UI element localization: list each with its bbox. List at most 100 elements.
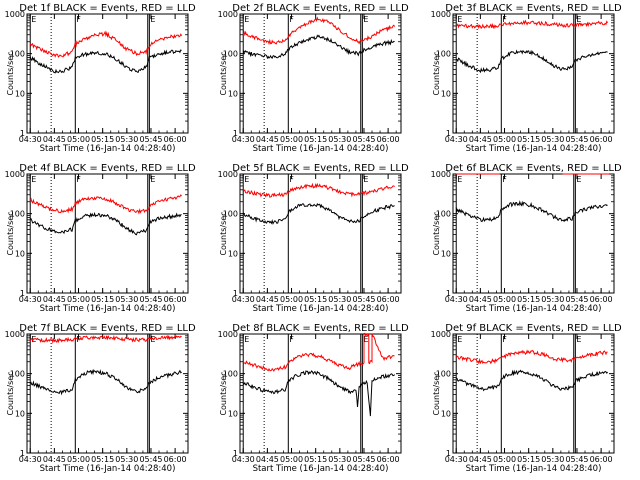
- detector-plot: Det 2f BLACK = Events, RED = LLD 1 10 100 10…: [218, 3, 409, 154]
- x-tick-label: 04:45: [469, 295, 492, 304]
- x-tick-label: 05:00: [280, 295, 303, 304]
- x-axis-label: Start Time (16-Jan-14 04:28:40): [466, 304, 602, 314]
- x-axis-label: Start Time (16-Jan-14 04:28:40): [40, 304, 176, 314]
- y-tick-label: 100: [436, 50, 451, 59]
- x-tick-label: 05:00: [280, 455, 303, 464]
- event-marker-label: E: [244, 335, 249, 344]
- event-marker-label: E: [31, 15, 36, 24]
- x-tick-label: 06:00: [164, 295, 187, 304]
- x-tick-label: 04:45: [469, 455, 492, 464]
- x-tick-label: 04:30: [445, 295, 468, 304]
- events-rate-line: [455, 200, 608, 223]
- y-axis-label: Counts/sec: [219, 51, 228, 95]
- x-axis-label: Start Time (16-Jan-14 04:28:40): [40, 144, 176, 154]
- y-tick-label: 1000: [218, 330, 238, 339]
- event-marker-label: E: [457, 335, 462, 344]
- x-tick-label: 05:30: [328, 135, 351, 144]
- y-axis-label: Counts/sec: [432, 51, 441, 95]
- y-tick-label: 1: [446, 129, 451, 138]
- x-tick-label: 05:30: [328, 455, 351, 464]
- y-tick-label: 1: [20, 449, 25, 458]
- y-tick-label: 10: [441, 89, 451, 98]
- plot-frame: [239, 333, 402, 454]
- x-axis-label: Start Time (16-Jan-14 04:28:40): [253, 304, 389, 314]
- x-tick-label: 05:45: [139, 135, 162, 144]
- x-tick-label: 05:30: [541, 135, 564, 144]
- plot-frame: [26, 333, 189, 454]
- x-tick-label: 05:45: [352, 455, 375, 464]
- x-tick-label: 04:30: [445, 455, 468, 464]
- x-axis-label: Start Time (16-Jan-14 04:28:40): [253, 464, 389, 474]
- y-tick-label: 10: [15, 249, 25, 258]
- y-tick-label: 10: [15, 409, 25, 418]
- plot-title: Det 1f BLACK = Events, RED = LLD: [19, 3, 196, 14]
- event-marker-label: E: [576, 175, 581, 184]
- x-tick-label: 05:45: [565, 455, 588, 464]
- y-axis-label: Counts/sec: [219, 211, 228, 255]
- events-rate-line: [29, 369, 182, 396]
- x-tick-label: 05:00: [67, 455, 90, 464]
- plot-title: Det 9f BLACK = Events, RED = LLD: [445, 323, 622, 334]
- x-tick-label: 05:15: [91, 455, 114, 464]
- x-tick-label: 05:30: [541, 295, 564, 304]
- y-axis-label: Counts/sec: [6, 51, 15, 95]
- event-marker-label: E: [244, 175, 249, 184]
- event-marker-label: F: [289, 175, 294, 184]
- x-tick-label: 04:30: [19, 135, 42, 144]
- event-marker-label: E: [363, 15, 368, 24]
- plot-frame: [239, 13, 402, 134]
- detector-plot: Det 6f BLACK = Events, RED = LLD 1 10 100 10…: [431, 163, 622, 314]
- plot-title: Det 3f BLACK = Events, RED = LLD: [445, 3, 622, 14]
- y-tick-label: 1: [233, 129, 238, 138]
- plot-title: Det 5f BLACK = Events, RED = LLD: [232, 163, 409, 174]
- x-tick-label: 04:45: [256, 455, 279, 464]
- x-tick-label: 04:45: [43, 455, 66, 464]
- y-tick-label: 1000: [218, 10, 238, 19]
- events-rate-line: [242, 202, 395, 225]
- event-marker-label: E: [244, 15, 249, 24]
- y-tick-label: 1: [233, 289, 238, 298]
- detector-plot: Det 9f BLACK = Events, RED = LLD 1 10 100 10…: [431, 323, 622, 474]
- y-tick-label: 10: [228, 249, 238, 258]
- x-tick-label: 06:00: [164, 455, 187, 464]
- y-axis-label: Counts/sec: [6, 211, 15, 255]
- x-tick-label: 06:00: [590, 135, 613, 144]
- y-tick-label: 1: [20, 289, 25, 298]
- y-tick-label: 10: [228, 409, 238, 418]
- y-tick-label: 1000: [5, 330, 25, 339]
- x-tick-label: 06:00: [164, 135, 187, 144]
- y-tick-label: 1000: [431, 330, 451, 339]
- x-tick-label: 06:00: [377, 135, 400, 144]
- event-marker-label: E: [150, 175, 155, 184]
- y-tick-label: 100: [223, 50, 238, 59]
- y-axis-label: Counts/sec: [219, 371, 228, 415]
- y-tick-label: 1: [446, 289, 451, 298]
- y-tick-label: 1: [446, 449, 451, 458]
- lld-rate-line: [29, 194, 182, 215]
- x-tick-label: 06:00: [590, 295, 613, 304]
- lld-rate-line: [29, 334, 182, 345]
- x-tick-label: 05:45: [139, 455, 162, 464]
- lld-rate-line: [29, 30, 183, 58]
- x-tick-label: 05:00: [67, 295, 90, 304]
- event-marker-label: E: [150, 15, 155, 24]
- detector-plot: Det 4f BLACK = Events, RED = LLD 1 10 100 10…: [5, 163, 196, 314]
- plot-title: Det 6f BLACK = Events, RED = LLD: [445, 163, 622, 174]
- y-axis-label: Counts/sec: [6, 371, 15, 415]
- events-rate-line: [29, 211, 182, 236]
- x-tick-label: 04:45: [469, 135, 492, 144]
- x-tick-label: 05:15: [517, 455, 540, 464]
- y-tick-label: 1000: [431, 10, 451, 19]
- plot-title: Det 8f BLACK = Events, RED = LLD: [232, 323, 409, 334]
- lld-rate-line: [242, 332, 395, 372]
- x-tick-label: 04:45: [43, 295, 66, 304]
- detector-plot: Det 1f BLACK = Events, RED = LLD 1 10 100 10…: [5, 3, 196, 154]
- x-tick-label: 05:15: [91, 135, 114, 144]
- x-tick-label: 06:00: [377, 455, 400, 464]
- x-tick-label: 04:45: [256, 135, 279, 144]
- events-rate-line: [29, 49, 182, 74]
- x-tick-label: 05:30: [541, 455, 564, 464]
- event-marker-label: F: [502, 15, 507, 24]
- detector-plot: Det 7f BLACK = Events, RED = LLD 1 10 100 10…: [5, 323, 196, 474]
- y-tick-label: 10: [441, 409, 451, 418]
